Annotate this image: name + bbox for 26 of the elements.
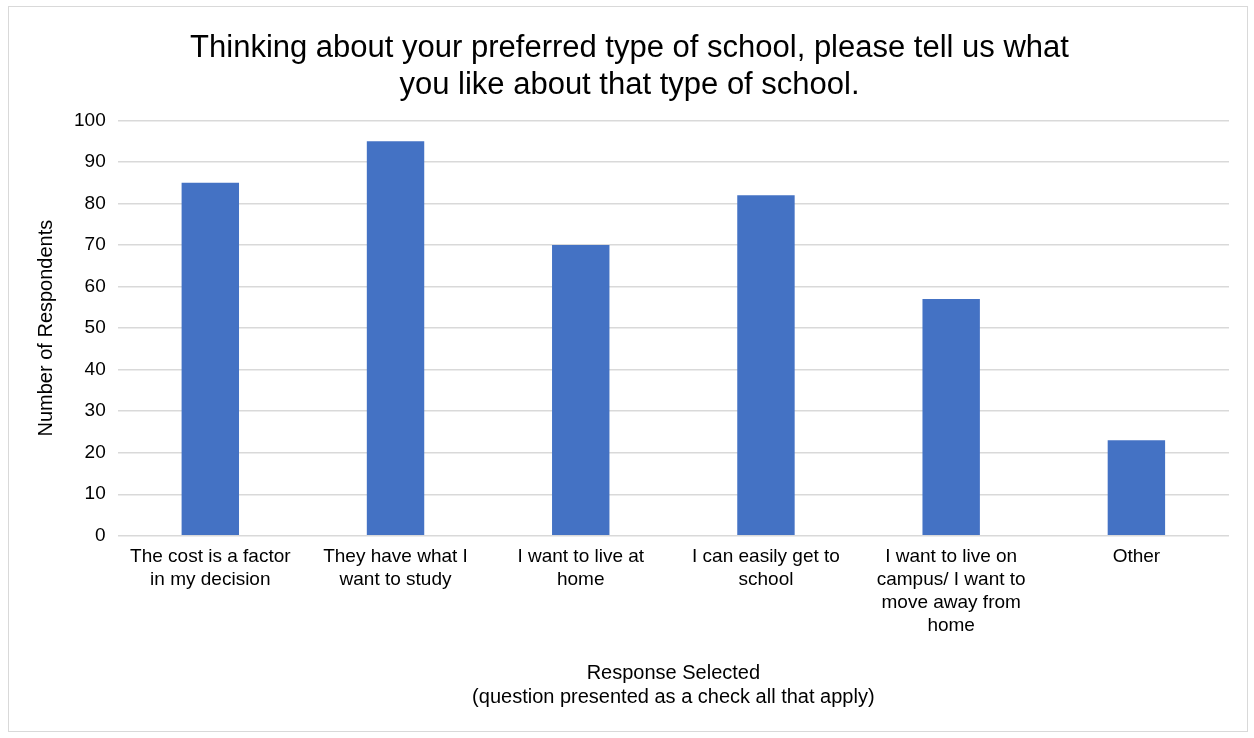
y-tick-label: 80 (84, 191, 106, 213)
y-tick-label: 20 (84, 440, 106, 462)
y-tick-label: 60 (84, 274, 106, 296)
y-tick-label: 100 (74, 108, 106, 130)
y-tick-label: 70 (84, 233, 106, 255)
chart-title: Thinking about your preferred type of school, please tell us what you like about that type of school. (190, 29, 1070, 102)
y-tick-label: 90 (84, 150, 106, 172)
bar (922, 299, 980, 536)
y-tick-label: 10 (84, 482, 106, 504)
y-tick-label: 40 (84, 357, 106, 379)
x-tick-label: Other (1112, 545, 1161, 567)
x-tick-label: I can easily get to school (692, 545, 840, 590)
x-tick-label: I want to live at home (517, 545, 645, 590)
x-tick-label: They have what I want to study (323, 545, 468, 590)
y-tick-label: 30 (84, 399, 106, 421)
x-axis-title: Response Selected (question presented as a check all that apply) (472, 660, 875, 707)
y-tick-label: 50 (84, 316, 106, 338)
y-tick-label: 0 (95, 524, 106, 546)
bar (1107, 440, 1166, 536)
x-tick-label: I want to live on campus/ I want to move away from home (876, 545, 1026, 635)
bar (366, 141, 425, 536)
x-tick-label: The cost is a factor in my decision (130, 545, 292, 590)
bar (552, 245, 610, 536)
bar (181, 182, 240, 536)
y-axis-title: Number of Respondents (33, 219, 56, 437)
bar (737, 195, 795, 536)
